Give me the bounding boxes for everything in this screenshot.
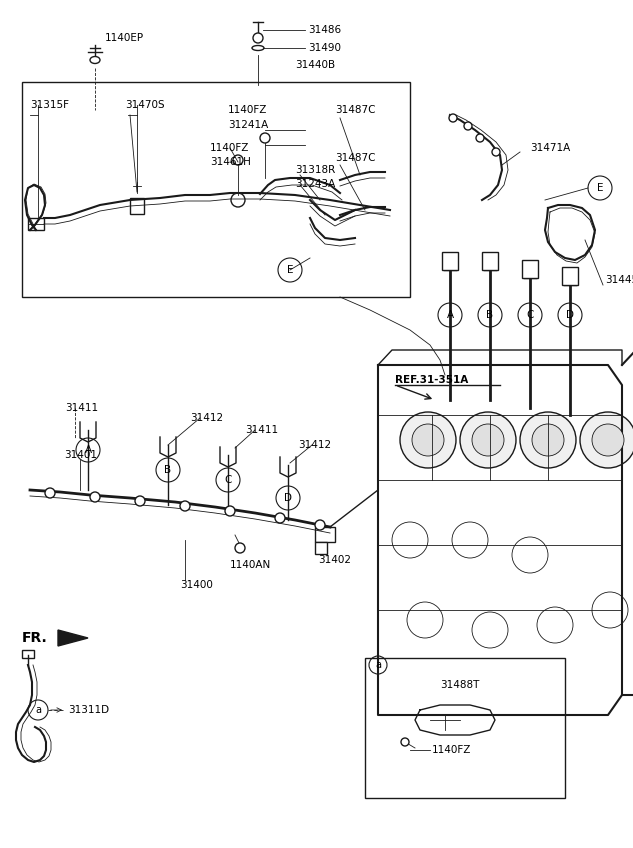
Text: D: D: [284, 493, 292, 503]
Bar: [28, 218, 44, 230]
Text: REF.31-351A: REF.31-351A: [395, 375, 468, 385]
Bar: [22, 650, 34, 658]
Text: C: C: [224, 475, 232, 485]
Circle shape: [225, 506, 235, 516]
Bar: [315, 542, 327, 554]
Circle shape: [315, 520, 325, 530]
Bar: [365, 658, 565, 798]
Circle shape: [592, 592, 628, 628]
Circle shape: [512, 537, 548, 573]
Text: 31488T: 31488T: [440, 680, 479, 690]
Circle shape: [449, 114, 457, 122]
Bar: [315, 527, 335, 542]
Bar: [442, 252, 458, 270]
Polygon shape: [58, 630, 88, 646]
Circle shape: [180, 501, 190, 511]
Text: 1140FZ: 1140FZ: [228, 105, 267, 115]
Circle shape: [90, 492, 100, 502]
Circle shape: [580, 412, 633, 468]
Text: 31445B: 31445B: [605, 275, 633, 285]
Text: 1140FZ: 1140FZ: [432, 745, 472, 755]
Circle shape: [135, 496, 145, 506]
Text: 31401: 31401: [64, 450, 97, 460]
Text: 31311D: 31311D: [68, 705, 109, 715]
Text: 1140AN: 1140AN: [230, 560, 272, 570]
Text: a: a: [35, 705, 41, 715]
Circle shape: [476, 134, 484, 142]
Text: A: A: [446, 310, 454, 320]
Circle shape: [275, 513, 285, 523]
Text: 31411: 31411: [65, 403, 98, 413]
Circle shape: [472, 612, 508, 648]
Text: D: D: [566, 310, 574, 320]
Circle shape: [233, 155, 243, 165]
Text: a: a: [375, 660, 381, 670]
Text: 31487C: 31487C: [335, 105, 375, 115]
Circle shape: [452, 522, 488, 558]
Circle shape: [492, 148, 500, 156]
Text: B: B: [486, 310, 494, 320]
Text: 31440B: 31440B: [295, 60, 335, 70]
Circle shape: [537, 607, 573, 643]
Ellipse shape: [252, 46, 264, 51]
Text: 31486: 31486: [308, 25, 341, 35]
Circle shape: [235, 543, 245, 553]
Text: 31461H: 31461H: [210, 157, 251, 167]
Circle shape: [400, 412, 456, 468]
Text: 31318R: 31318R: [295, 165, 335, 175]
Text: 31490: 31490: [308, 43, 341, 53]
Text: 31412: 31412: [298, 440, 331, 450]
Text: 31411: 31411: [245, 425, 278, 435]
Circle shape: [45, 488, 55, 498]
Text: 31471A: 31471A: [530, 143, 570, 153]
Bar: [482, 252, 498, 270]
Bar: [562, 267, 578, 285]
Text: C: C: [526, 310, 534, 320]
Text: 31241A: 31241A: [228, 120, 268, 130]
Circle shape: [253, 33, 263, 43]
Ellipse shape: [90, 57, 100, 64]
Text: 31243A: 31243A: [295, 179, 335, 189]
Circle shape: [464, 122, 472, 130]
Text: B: B: [165, 465, 172, 475]
Circle shape: [532, 424, 564, 456]
Text: 31412: 31412: [190, 413, 223, 423]
Text: 31470S: 31470S: [125, 100, 165, 110]
Text: 31400: 31400: [180, 580, 213, 590]
Circle shape: [260, 133, 270, 143]
Text: E: E: [287, 265, 293, 275]
Circle shape: [592, 424, 624, 456]
Bar: [130, 198, 144, 214]
Circle shape: [460, 412, 516, 468]
Text: 31402: 31402: [318, 555, 351, 565]
Circle shape: [401, 738, 409, 746]
Circle shape: [407, 602, 443, 638]
Bar: [522, 260, 538, 278]
Circle shape: [472, 424, 504, 456]
Text: E: E: [597, 183, 603, 193]
Text: FR.: FR.: [22, 631, 47, 645]
Text: 1140FZ: 1140FZ: [210, 143, 249, 153]
Text: 1140EP: 1140EP: [105, 33, 144, 43]
Circle shape: [520, 412, 576, 468]
Circle shape: [392, 522, 428, 558]
Text: 31487C: 31487C: [335, 153, 375, 163]
Text: 31315F: 31315F: [30, 100, 69, 110]
Text: A: A: [84, 445, 92, 455]
Circle shape: [412, 424, 444, 456]
Bar: [22, 82, 410, 297]
